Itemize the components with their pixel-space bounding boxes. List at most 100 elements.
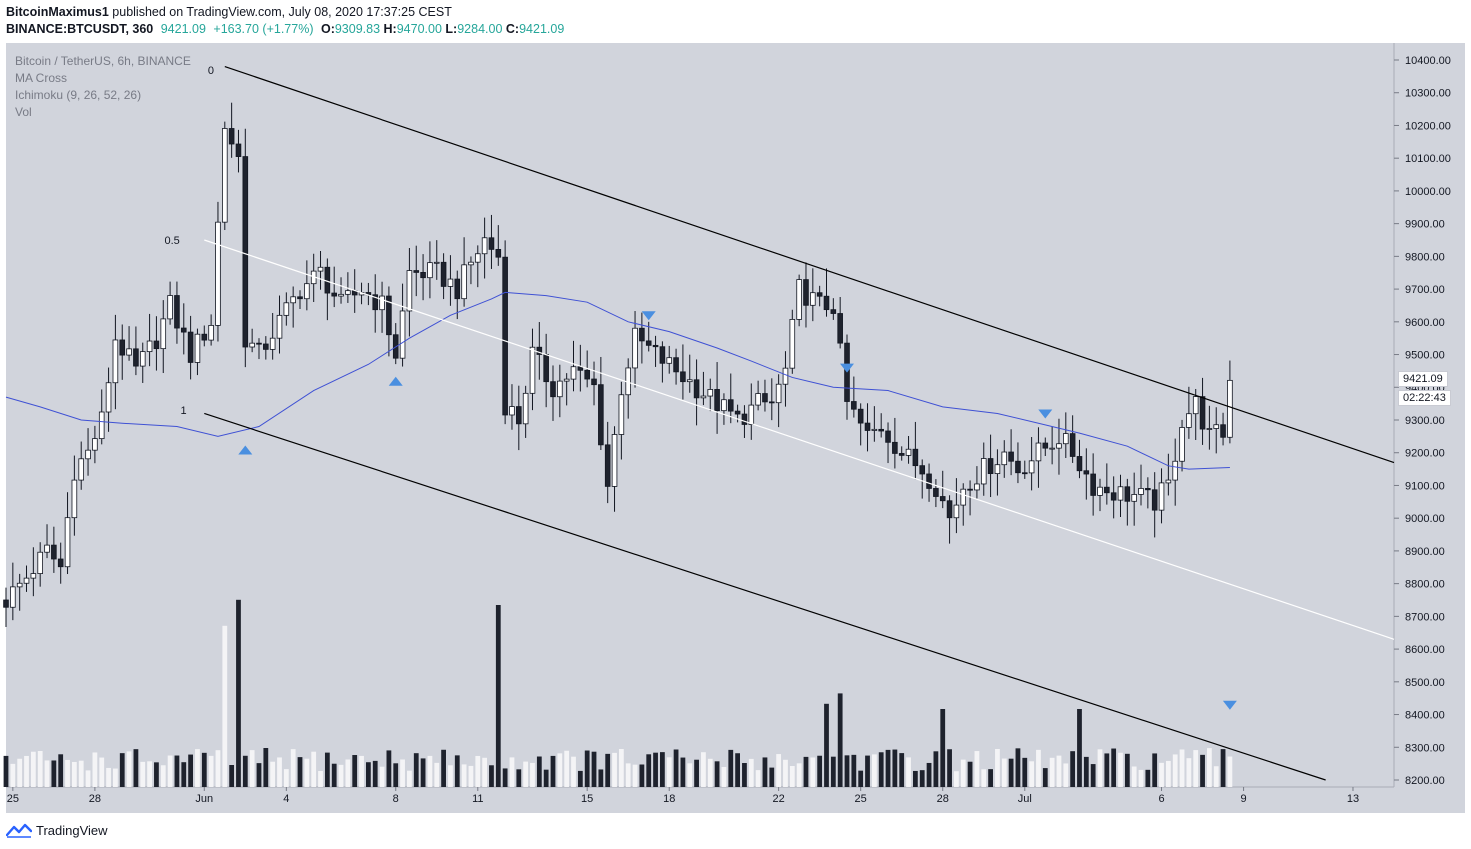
- price-tick-label: 9200.00: [1405, 448, 1445, 460]
- legend-volume[interactable]: Vol: [15, 105, 32, 119]
- volume-bar: [297, 757, 303, 787]
- candle-body: [283, 302, 290, 316]
- candle-body: [1172, 460, 1178, 481]
- volume-bar: [660, 752, 665, 787]
- candle-body: [174, 295, 180, 329]
- volume-bar: [878, 752, 884, 787]
- volume-bar: [454, 755, 460, 787]
- candle-body: [714, 389, 720, 412]
- volume-bar: [352, 755, 358, 787]
- plot-background: [6, 43, 1394, 787]
- candle-body: [10, 586, 16, 608]
- legend-ichimoku[interactable]: Ichimoku (9, 26, 52, 26): [15, 88, 142, 102]
- volume-bar: [434, 762, 440, 787]
- close-value: 9421.09: [519, 22, 565, 36]
- volume-bar: [154, 762, 159, 787]
- candle-body: [16, 582, 23, 588]
- time-tick-label: 4: [283, 793, 289, 805]
- candle-body: [468, 261, 474, 266]
- volume-bar: [817, 755, 823, 787]
- volume-bar: [140, 761, 146, 787]
- author-name[interactable]: BitcoinMaximus1: [6, 5, 109, 19]
- volume-bar: [899, 753, 905, 787]
- volume-bar: [1001, 758, 1007, 787]
- volume-bar: [106, 767, 111, 787]
- volume-bar: [701, 752, 706, 787]
- volume-bar: [789, 766, 795, 787]
- footer-brand[interactable]: TradingView: [6, 822, 108, 838]
- price-axis-ticks: 8200.00 8300.00 8400.00 8500.00 8600.00 8700.…: [1394, 55, 1451, 787]
- volume-bar: [30, 751, 36, 787]
- time-tick-label: 11: [472, 793, 483, 805]
- volume-bar: [653, 752, 658, 787]
- legend-ma-cross[interactable]: MA Cross: [15, 71, 68, 85]
- volume-bar: [769, 767, 775, 787]
- volume-bar: [865, 755, 870, 787]
- candle-body: [851, 401, 857, 410]
- low-value: 9284.00: [457, 22, 503, 36]
- volume-bar: [1186, 758, 1192, 787]
- candle-body: [331, 292, 337, 297]
- volume-bars: [3, 599, 1233, 787]
- candle-body: [810, 292, 816, 306]
- volume-bar: [591, 751, 597, 787]
- candle-body: [680, 371, 686, 383]
- volume-bar: [954, 771, 959, 787]
- candle-body: [857, 408, 864, 424]
- volume-bar: [17, 758, 23, 787]
- candle-body: [796, 279, 802, 320]
- candle-body: [112, 339, 119, 384]
- price-tick-label: 8600.00: [1405, 644, 1445, 656]
- candle-body: [755, 393, 761, 406]
- candle-body: [502, 256, 508, 416]
- candle-body: [871, 428, 878, 431]
- candle-body: [160, 318, 167, 350]
- volume-bar: [37, 751, 43, 787]
- candle-body: [967, 488, 973, 491]
- volume-bar: [461, 764, 467, 787]
- volume-bar: [160, 765, 166, 787]
- candle-body: [960, 488, 967, 506]
- volume-bar: [119, 753, 125, 787]
- candle-body: [474, 253, 481, 263]
- volume-bar: [338, 764, 344, 787]
- candle-body: [180, 327, 187, 333]
- candle-body: [591, 378, 597, 386]
- candle-body: [139, 351, 146, 367]
- candle-body: [256, 342, 262, 345]
- footer-brand-label: TradingView: [36, 822, 108, 838]
- candle-body: [153, 340, 160, 350]
- volume-bar: [1022, 757, 1028, 787]
- legend-pair[interactable]: Bitcoin / TetherUS, 6h, BINANCE: [15, 54, 191, 68]
- candle-body: [782, 367, 789, 385]
- price-tick-label: 8700.00: [1405, 611, 1445, 623]
- volume-bar: [1152, 753, 1158, 787]
- candle-body: [1124, 486, 1131, 502]
- sell-signal-marker: [641, 311, 656, 321]
- candle-body: [611, 434, 618, 487]
- volume-bar: [1200, 754, 1205, 787]
- volume-bar: [283, 769, 289, 787]
- volume-bar: [892, 749, 898, 787]
- candle-body: [1117, 486, 1124, 501]
- volume-bar: [126, 751, 132, 787]
- candle-body: [980, 458, 987, 485]
- candle-body: [1179, 427, 1185, 462]
- volume-bar: [543, 769, 549, 787]
- volume-bar: [940, 709, 946, 787]
- volume-bar: [694, 759, 699, 787]
- candle-body: [1008, 451, 1014, 462]
- candle-body: [632, 327, 638, 369]
- candle-body: [420, 272, 426, 279]
- volume-bar: [967, 761, 973, 787]
- candle-body: [762, 393, 768, 403]
- volume-bar: [331, 763, 337, 787]
- candle-body: [345, 290, 351, 295]
- candle-body: [1213, 424, 1220, 429]
- time-tick-label: 13: [1347, 793, 1359, 805]
- candle-body: [215, 221, 221, 326]
- candle-body: [529, 346, 536, 394]
- volume-bar: [1220, 749, 1226, 787]
- candle-body: [837, 313, 843, 344]
